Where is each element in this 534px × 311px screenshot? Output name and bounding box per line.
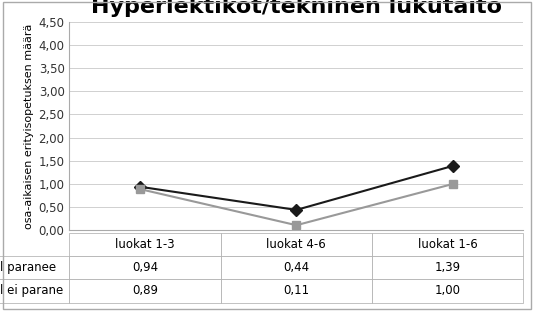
Title: Hyperlektikot/tekninen lukutaito: Hyperlektikot/tekninen lukutaito <box>91 0 502 17</box>
Y-axis label: osa-aikaisen erityisopetuksen määrä: osa-aikaisen erityisopetuksen määrä <box>25 23 34 229</box>
